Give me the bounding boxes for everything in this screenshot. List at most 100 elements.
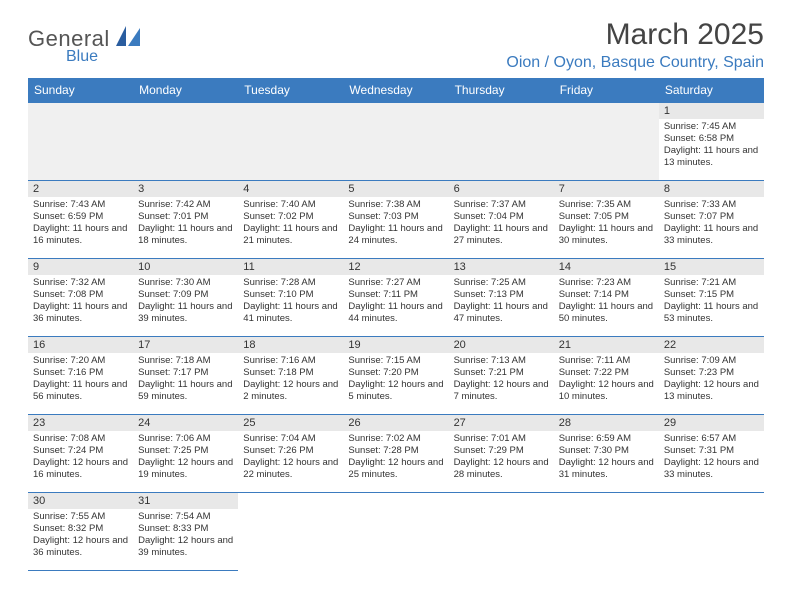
calendar-cell: 26Sunrise: 7:02 AMSunset: 7:28 PMDayligh… bbox=[343, 415, 448, 493]
sunrise-line: Sunrise: 7:42 AM bbox=[138, 199, 233, 211]
sunrise-line: Sunrise: 7:40 AM bbox=[243, 199, 338, 211]
sunset-line: Sunset: 7:21 PM bbox=[454, 367, 549, 379]
sunset-line: Sunset: 7:11 PM bbox=[348, 289, 443, 301]
logo: General Blue bbox=[28, 18, 142, 66]
calendar-cell: 25Sunrise: 7:04 AMSunset: 7:26 PMDayligh… bbox=[238, 415, 343, 493]
calendar-cell: 22Sunrise: 7:09 AMSunset: 7:23 PMDayligh… bbox=[659, 337, 764, 415]
daylight-line: Daylight: 11 hours and 41 minutes. bbox=[243, 301, 338, 325]
day-content: Sunrise: 7:08 AMSunset: 7:24 PMDaylight:… bbox=[28, 431, 133, 485]
sunset-line: Sunset: 7:15 PM bbox=[664, 289, 759, 301]
calendar-cell: 5Sunrise: 7:38 AMSunset: 7:03 PMDaylight… bbox=[343, 181, 448, 259]
sunrise-line: Sunrise: 7:23 AM bbox=[559, 277, 654, 289]
calendar-table: SundayMondayTuesdayWednesdayThursdayFrid… bbox=[28, 78, 764, 571]
daylight-line: Daylight: 12 hours and 13 minutes. bbox=[664, 379, 759, 403]
sunset-line: Sunset: 7:08 PM bbox=[33, 289, 128, 301]
day-content: Sunrise: 7:42 AMSunset: 7:01 PMDaylight:… bbox=[133, 197, 238, 251]
day-content: Sunrise: 7:28 AMSunset: 7:10 PMDaylight:… bbox=[238, 275, 343, 329]
day-content: Sunrise: 7:11 AMSunset: 7:22 PMDaylight:… bbox=[554, 353, 659, 407]
day-content: Sunrise: 7:02 AMSunset: 7:28 PMDaylight:… bbox=[343, 431, 448, 485]
daylight-line: Daylight: 12 hours and 19 minutes. bbox=[138, 457, 233, 481]
calendar-cell: 12Sunrise: 7:27 AMSunset: 7:11 PMDayligh… bbox=[343, 259, 448, 337]
calendar-cell bbox=[554, 103, 659, 181]
day-number: 24 bbox=[133, 415, 238, 431]
calendar-cell: 2Sunrise: 7:43 AMSunset: 6:59 PMDaylight… bbox=[28, 181, 133, 259]
day-number: 14 bbox=[554, 259, 659, 275]
calendar-cell: 4Sunrise: 7:40 AMSunset: 7:02 PMDaylight… bbox=[238, 181, 343, 259]
daylight-line: Daylight: 11 hours and 50 minutes. bbox=[559, 301, 654, 325]
day-content: Sunrise: 7:54 AMSunset: 8:33 PMDaylight:… bbox=[133, 509, 238, 563]
calendar-cell bbox=[659, 493, 764, 571]
calendar-cell bbox=[238, 493, 343, 571]
day-number: 9 bbox=[28, 259, 133, 275]
weekday-header: Friday bbox=[554, 78, 659, 103]
calendar-cell: 27Sunrise: 7:01 AMSunset: 7:29 PMDayligh… bbox=[449, 415, 554, 493]
day-number: 4 bbox=[238, 181, 343, 197]
day-number: 1 bbox=[659, 103, 764, 119]
calendar-cell bbox=[449, 493, 554, 571]
sunrise-line: Sunrise: 7:08 AM bbox=[33, 433, 128, 445]
calendar-cell bbox=[133, 103, 238, 181]
day-number: 26 bbox=[343, 415, 448, 431]
day-content: Sunrise: 7:32 AMSunset: 7:08 PMDaylight:… bbox=[28, 275, 133, 329]
weekday-header: Tuesday bbox=[238, 78, 343, 103]
day-content: Sunrise: 7:45 AMSunset: 6:58 PMDaylight:… bbox=[659, 119, 764, 173]
day-number: 6 bbox=[449, 181, 554, 197]
sunrise-line: Sunrise: 7:43 AM bbox=[33, 199, 128, 211]
logo-sub: Blue bbox=[66, 48, 142, 66]
sunset-line: Sunset: 6:59 PM bbox=[33, 211, 128, 223]
day-number: 28 bbox=[554, 415, 659, 431]
sunrise-line: Sunrise: 7:01 AM bbox=[454, 433, 549, 445]
daylight-line: Daylight: 11 hours and 59 minutes. bbox=[138, 379, 233, 403]
calendar-body: 1Sunrise: 7:45 AMSunset: 6:58 PMDaylight… bbox=[28, 103, 764, 571]
sunrise-line: Sunrise: 7:09 AM bbox=[664, 355, 759, 367]
day-content: Sunrise: 7:25 AMSunset: 7:13 PMDaylight:… bbox=[449, 275, 554, 329]
daylight-line: Daylight: 11 hours and 47 minutes. bbox=[454, 301, 549, 325]
sunrise-line: Sunrise: 7:06 AM bbox=[138, 433, 233, 445]
calendar-cell: 14Sunrise: 7:23 AMSunset: 7:14 PMDayligh… bbox=[554, 259, 659, 337]
sunset-line: Sunset: 7:26 PM bbox=[243, 445, 338, 457]
daylight-line: Daylight: 11 hours and 13 minutes. bbox=[664, 145, 759, 169]
daylight-line: Daylight: 11 hours and 16 minutes. bbox=[33, 223, 128, 247]
daylight-line: Daylight: 11 hours and 27 minutes. bbox=[454, 223, 549, 247]
sunrise-line: Sunrise: 7:20 AM bbox=[33, 355, 128, 367]
day-content: Sunrise: 7:21 AMSunset: 7:15 PMDaylight:… bbox=[659, 275, 764, 329]
title-block: March 2025 Oion / Oyon, Basque Country, … bbox=[506, 18, 764, 72]
day-content: Sunrise: 7:15 AMSunset: 7:20 PMDaylight:… bbox=[343, 353, 448, 407]
calendar-cell: 21Sunrise: 7:11 AMSunset: 7:22 PMDayligh… bbox=[554, 337, 659, 415]
calendar-cell bbox=[238, 103, 343, 181]
day-content: Sunrise: 7:04 AMSunset: 7:26 PMDaylight:… bbox=[238, 431, 343, 485]
calendar-cell: 29Sunrise: 6:57 AMSunset: 7:31 PMDayligh… bbox=[659, 415, 764, 493]
daylight-line: Daylight: 12 hours and 16 minutes. bbox=[33, 457, 128, 481]
daylight-line: Daylight: 12 hours and 28 minutes. bbox=[454, 457, 549, 481]
calendar-cell bbox=[28, 103, 133, 181]
month-title: March 2025 bbox=[506, 18, 764, 52]
calendar-row: 2Sunrise: 7:43 AMSunset: 6:59 PMDaylight… bbox=[28, 181, 764, 259]
sunset-line: Sunset: 7:16 PM bbox=[33, 367, 128, 379]
calendar-row: 16Sunrise: 7:20 AMSunset: 7:16 PMDayligh… bbox=[28, 337, 764, 415]
calendar-cell: 9Sunrise: 7:32 AMSunset: 7:08 PMDaylight… bbox=[28, 259, 133, 337]
sunset-line: Sunset: 8:33 PM bbox=[138, 523, 233, 535]
day-number: 13 bbox=[449, 259, 554, 275]
day-content: Sunrise: 7:16 AMSunset: 7:18 PMDaylight:… bbox=[238, 353, 343, 407]
weekday-header: Monday bbox=[133, 78, 238, 103]
day-content: Sunrise: 6:59 AMSunset: 7:30 PMDaylight:… bbox=[554, 431, 659, 485]
sunset-line: Sunset: 7:02 PM bbox=[243, 211, 338, 223]
sunrise-line: Sunrise: 7:04 AM bbox=[243, 433, 338, 445]
daylight-line: Daylight: 12 hours and 2 minutes. bbox=[243, 379, 338, 403]
calendar-cell: 24Sunrise: 7:06 AMSunset: 7:25 PMDayligh… bbox=[133, 415, 238, 493]
daylight-line: Daylight: 12 hours and 33 minutes. bbox=[664, 457, 759, 481]
day-content: Sunrise: 7:30 AMSunset: 7:09 PMDaylight:… bbox=[133, 275, 238, 329]
calendar-cell: 13Sunrise: 7:25 AMSunset: 7:13 PMDayligh… bbox=[449, 259, 554, 337]
day-number: 21 bbox=[554, 337, 659, 353]
day-number: 11 bbox=[238, 259, 343, 275]
daylight-line: Daylight: 12 hours and 5 minutes. bbox=[348, 379, 443, 403]
day-number: 19 bbox=[343, 337, 448, 353]
daylight-line: Daylight: 11 hours and 30 minutes. bbox=[559, 223, 654, 247]
sunrise-line: Sunrise: 7:27 AM bbox=[348, 277, 443, 289]
sunset-line: Sunset: 7:30 PM bbox=[559, 445, 654, 457]
sunrise-line: Sunrise: 7:30 AM bbox=[138, 277, 233, 289]
daylight-line: Daylight: 11 hours and 24 minutes. bbox=[348, 223, 443, 247]
daylight-line: Daylight: 11 hours and 53 minutes. bbox=[664, 301, 759, 325]
day-content: Sunrise: 7:06 AMSunset: 7:25 PMDaylight:… bbox=[133, 431, 238, 485]
sunrise-line: Sunrise: 7:25 AM bbox=[454, 277, 549, 289]
